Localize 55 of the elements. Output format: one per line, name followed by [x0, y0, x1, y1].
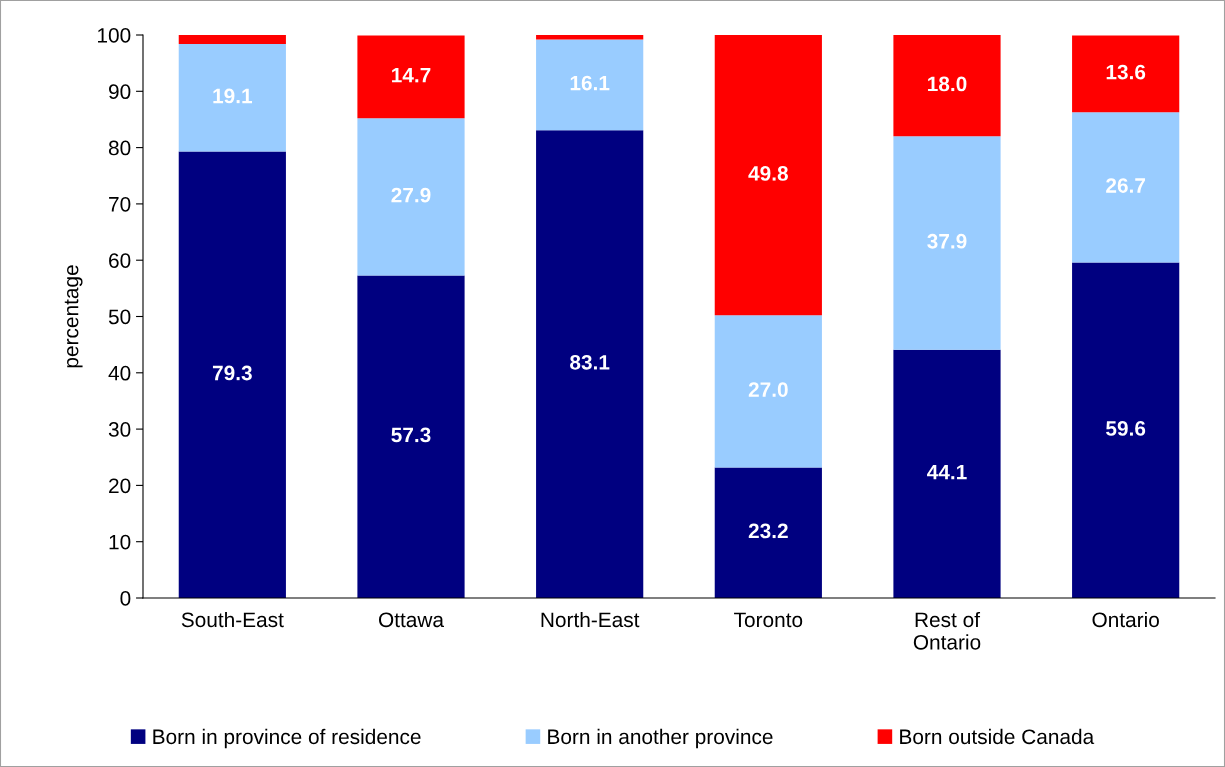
y-tick-label: 0	[120, 591, 131, 606]
data-label: 26.7	[1106, 178, 1146, 193]
x-tick-label: Rest of Ontario	[913, 611, 981, 650]
bar	[357, 35, 465, 119]
bar	[536, 130, 644, 598]
bar	[1072, 262, 1180, 598]
bar	[536, 39, 644, 131]
data-label: 44.1	[927, 464, 967, 480]
data-label: 79.3	[212, 365, 252, 381]
data-label: 59.6	[1106, 421, 1146, 436]
x-tick-label: Toronto	[734, 612, 803, 628]
bar	[178, 151, 286, 598]
data-label: 18.0	[928, 76, 967, 92]
data-label: 27.0	[748, 382, 788, 397]
data-label: 49.8	[748, 166, 788, 181]
bar	[893, 35, 1001, 137]
y-tick-label: 60	[109, 253, 131, 268]
bar	[178, 44, 286, 152]
data-label: 13.6	[1106, 64, 1146, 80]
data-label: 27.9	[391, 187, 431, 203]
data-label: 83.1	[570, 354, 610, 370]
bar	[714, 315, 822, 468]
bar	[714, 467, 822, 598]
y-tick-label: 40	[108, 365, 131, 381]
data-label: 23.2	[748, 523, 788, 539]
bar	[893, 136, 1001, 350]
y-tick-label: 50	[108, 309, 131, 325]
bar	[178, 35, 286, 45]
x-tick-label: North-East	[541, 611, 640, 628]
y-tick-label: 70	[109, 196, 131, 212]
legend-label: Born in another province	[548, 728, 773, 749]
y-axis-title: percentage	[64, 265, 83, 368]
legend-label: Born in province of residence	[153, 728, 421, 749]
data-label: 16.1	[570, 75, 610, 91]
x-tick-label: South-East	[181, 611, 284, 628]
data-label: 37.9	[927, 233, 967, 249]
y-tick-label: 90	[109, 84, 131, 100]
x-tick-label: Ontario	[1092, 611, 1159, 628]
y-tick-label: 30	[108, 422, 131, 437]
data-label: 19.1	[213, 88, 253, 104]
bar	[357, 118, 465, 276]
y-tick-label: 100	[98, 28, 131, 43]
bar	[1072, 112, 1180, 263]
legend-label: Born outside Canada	[900, 728, 1095, 745]
bar	[357, 275, 465, 598]
data-label: 57.3	[391, 427, 431, 443]
y-tick-label: 10	[109, 534, 131, 550]
bar	[893, 349, 1001, 598]
y-tick-label: 80	[108, 140, 131, 156]
data-label: 14.7	[392, 68, 431, 83]
bar	[536, 35, 644, 40]
bar	[1072, 35, 1180, 113]
bar	[714, 35, 822, 316]
x-tick-label: Ottawa	[378, 612, 444, 628]
y-tick-label: 20	[109, 478, 131, 494]
